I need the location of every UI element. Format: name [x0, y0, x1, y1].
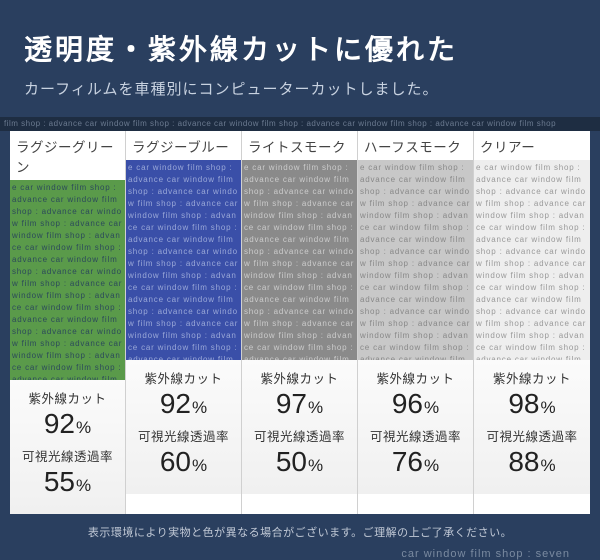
vlt-value: 60% — [130, 446, 237, 478]
vlt-value: 88% — [478, 446, 586, 478]
uv-number: 97 — [276, 388, 307, 419]
percent-unit: % — [424, 398, 439, 417]
product-name: ライトスモーク — [242, 131, 357, 160]
vlt-value: 76% — [362, 446, 469, 478]
product-name: ラグジーブルー — [126, 131, 241, 160]
uv-number: 96 — [392, 388, 423, 419]
vlt-label: 可視光線透過率 — [246, 426, 353, 445]
swatch-pattern-text: e car window film shop : advance car win… — [358, 160, 473, 360]
brand-strip: film shop : advance car window film shop… — [0, 117, 600, 131]
color-swatch: e car window film shop : advance car win… — [126, 160, 241, 360]
uv-value: 97% — [246, 388, 353, 420]
percent-unit: % — [541, 456, 556, 475]
disclaimer-text: 表示環境により実物と色が異なる場合がございます。ご理解の上ご了承ください。 — [0, 514, 600, 546]
product-stats: 紫外線カット92% 可視光線透過率60% — [126, 360, 241, 494]
uv-value: 96% — [362, 388, 469, 420]
color-swatch: e car window film shop : advance car win… — [358, 160, 473, 360]
percent-unit: % — [424, 456, 439, 475]
percent-unit: % — [192, 456, 207, 475]
vlt-label: 可視光線透過率 — [14, 446, 121, 465]
uv-value: 98% — [478, 388, 586, 420]
color-swatch: e car window film shop : advance car win… — [242, 160, 357, 360]
uv-value: 92% — [130, 388, 237, 420]
uv-label: 紫外線カット — [246, 368, 353, 387]
swatch-pattern-text: e car window film shop : advance car win… — [126, 160, 241, 360]
vlt-label: 可視光線透過率 — [362, 426, 469, 445]
uv-label: 紫外線カット — [478, 368, 586, 387]
product-card: ラグジーブルーe car window film shop : advance … — [126, 131, 242, 514]
product-stats: 紫外線カット98% 可視光線透過率88% — [474, 360, 590, 494]
percent-unit: % — [76, 476, 91, 495]
footer-brand: car window film shop : seven — [0, 546, 600, 560]
product-card: ライトスモークe car window film shop : advance … — [242, 131, 358, 514]
product-card: ラグジーグリーンe car window film shop : advance… — [10, 131, 126, 514]
page-subtitle: カーフィルムを車種別にコンピューターカットしました。 — [24, 78, 576, 99]
percent-unit: % — [76, 418, 91, 437]
uv-number: 92 — [160, 388, 191, 419]
color-swatch: e car window film shop : advance car win… — [474, 160, 590, 360]
header: 透明度・紫外線カットに優れた カーフィルムを車種別にコンピューターカットしました… — [0, 0, 600, 117]
vlt-number: 60 — [160, 446, 191, 477]
vlt-label: 可視光線透過率 — [130, 426, 237, 445]
swatch-pattern-text: e car window film shop : advance car win… — [474, 160, 590, 360]
vlt-label: 可視光線透過率 — [478, 426, 586, 445]
uv-number: 92 — [44, 408, 75, 439]
vlt-number: 88 — [508, 446, 539, 477]
vlt-number: 76 — [392, 446, 423, 477]
color-swatch: e car window film shop : advance car win… — [10, 180, 125, 380]
swatch-pattern-text: e car window film shop : advance car win… — [10, 180, 125, 380]
swatch-pattern-text: e car window film shop : advance car win… — [242, 160, 357, 360]
product-card: クリアーe car window film shop : advance car… — [474, 131, 590, 514]
percent-unit: % — [308, 398, 323, 417]
product-card: ハーフスモークe car window film shop : advance … — [358, 131, 474, 514]
product-name: クリアー — [474, 131, 590, 160]
uv-label: 紫外線カット — [130, 368, 237, 387]
uv-label: 紫外線カット — [14, 388, 121, 407]
uv-label: 紫外線カット — [362, 368, 469, 387]
product-stats: 紫外線カット97% 可視光線透過率50% — [242, 360, 357, 494]
vlt-value: 50% — [246, 446, 353, 478]
product-cards: ラグジーグリーンe car window film shop : advance… — [0, 131, 600, 514]
vlt-value: 55% — [14, 466, 121, 498]
percent-unit: % — [192, 398, 207, 417]
product-name: ハーフスモーク — [358, 131, 473, 160]
product-stats: 紫外線カット96% 可視光線透過率76% — [358, 360, 473, 494]
page-title: 透明度・紫外線カットに優れた — [24, 28, 576, 68]
uv-number: 98 — [508, 388, 539, 419]
percent-unit: % — [541, 398, 556, 417]
vlt-number: 50 — [276, 446, 307, 477]
product-name: ラグジーグリーン — [10, 131, 125, 180]
vlt-number: 55 — [44, 466, 75, 497]
product-stats: 紫外線カット92% 可視光線透過率55% — [10, 380, 125, 514]
uv-value: 92% — [14, 408, 121, 440]
percent-unit: % — [308, 456, 323, 475]
